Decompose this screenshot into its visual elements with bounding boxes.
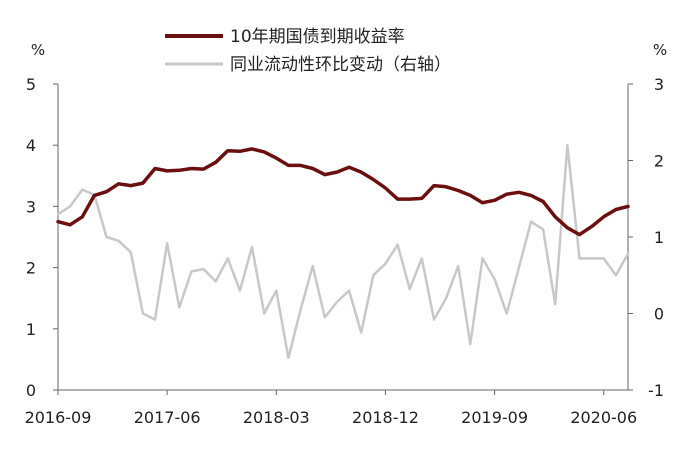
x-tick-label: 2017-06 <box>134 408 201 427</box>
legend-label-liquidity: 同业流动性环比变动（右轴） <box>230 55 451 75</box>
right-tick-label: -1 <box>648 381 664 400</box>
left-tick-label: 1 <box>26 320 36 339</box>
series-line-liquidity <box>56 143 630 360</box>
left-tick-label: 0 <box>26 381 36 400</box>
left-tick-label: 5 <box>26 75 36 94</box>
left-axis-unit: % <box>31 41 45 59</box>
right-tick-label: 3 <box>654 75 664 94</box>
right-tick-label: 1 <box>654 228 664 247</box>
legend: 10年期国债到期收益率 同业流动性环比变动（右轴） <box>165 27 451 75</box>
x-tick-label: 2018-03 <box>243 408 310 427</box>
left-tick-label: 2 <box>26 259 36 278</box>
axes: 0 1 2 3 4 5 -1 0 1 2 3 2016-09 2017-06 2018-03 2018-12… <box>25 75 664 427</box>
x-tick-label: 2020-06 <box>570 408 637 427</box>
series-line-yield <box>56 147 630 237</box>
right-axis-unit: % <box>653 41 667 59</box>
right-tick-label: 2 <box>654 152 664 171</box>
legend-label-yield: 10年期国债到期收益率 <box>230 27 405 47</box>
x-tick-label: 2016-09 <box>25 408 92 427</box>
left-tick-label: 4 <box>26 136 36 155</box>
left-tick-label: 3 <box>26 197 36 216</box>
x-tick-label: 2019-09 <box>461 408 528 427</box>
right-tick-label: 0 <box>654 305 664 324</box>
series-layer <box>56 143 630 360</box>
x-tick-label: 2018-12 <box>352 408 419 427</box>
